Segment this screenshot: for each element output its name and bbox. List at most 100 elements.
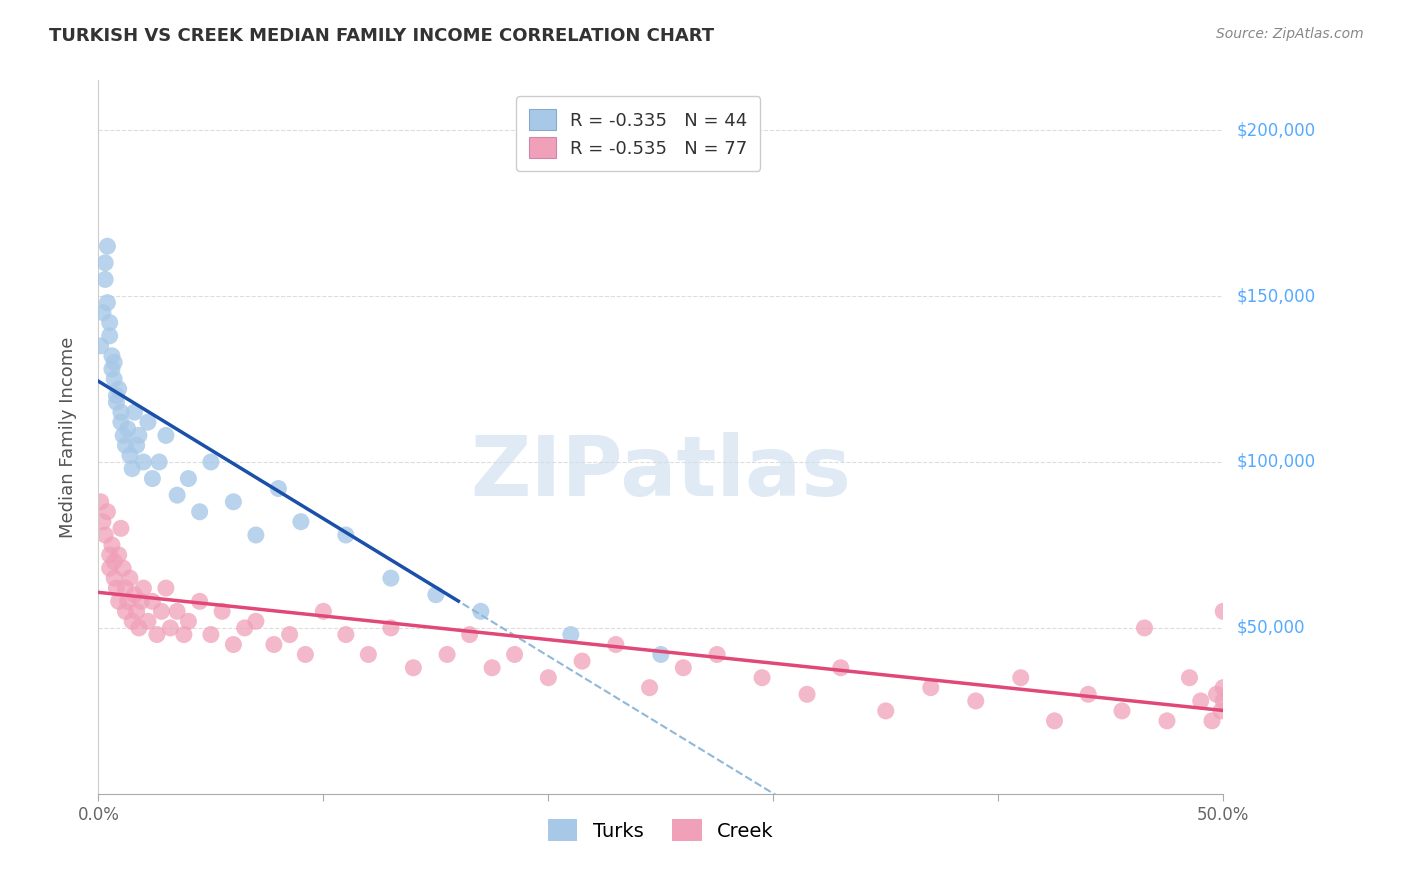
Point [96, 239, 118, 253]
Point [245, 528, 267, 542]
Point [98, 561, 121, 575]
Text: $50,000: $50,000 [1237, 619, 1306, 637]
Point [129, 594, 152, 608]
Point [118, 571, 141, 585]
Point [128, 621, 150, 635]
Point [146, 627, 169, 641]
Point [638, 681, 661, 695]
Point [211, 604, 233, 618]
Point [124, 405, 146, 419]
Point [103, 555, 125, 569]
Point [117, 594, 139, 608]
Text: ZIPatlas: ZIPatlas [471, 433, 851, 513]
Point [571, 654, 593, 668]
Point [1178, 671, 1201, 685]
Y-axis label: Median Family Income: Median Family Income [59, 336, 77, 538]
Point [177, 615, 200, 629]
Point [94, 528, 117, 542]
Point [706, 648, 728, 662]
Point [402, 661, 425, 675]
Point [605, 638, 627, 652]
Point [107, 382, 129, 396]
Point [672, 661, 695, 675]
Point [121, 461, 143, 475]
Point [105, 581, 128, 595]
Point [920, 681, 942, 695]
Point [1205, 687, 1227, 701]
Point [105, 395, 128, 409]
Point [125, 438, 148, 452]
Point [114, 604, 136, 618]
Point [101, 362, 124, 376]
Point [177, 472, 200, 486]
Point [200, 627, 222, 641]
Point [222, 495, 245, 509]
Point [159, 621, 181, 635]
Point [96, 505, 118, 519]
Point [136, 415, 159, 429]
Point [267, 482, 290, 496]
Point [1212, 604, 1234, 618]
Point [188, 505, 211, 519]
Point [150, 604, 173, 618]
Point [101, 349, 124, 363]
Point [1111, 704, 1133, 718]
Point [1077, 687, 1099, 701]
Point [290, 515, 312, 529]
Point [458, 627, 481, 641]
Point [94, 272, 117, 286]
Point [1212, 681, 1234, 695]
Point [425, 588, 447, 602]
Point [965, 694, 987, 708]
Point [90, 495, 112, 509]
Point [94, 256, 117, 270]
Point [188, 594, 211, 608]
Point [537, 671, 560, 685]
Point [98, 548, 121, 562]
Point [1156, 714, 1178, 728]
Point [380, 571, 402, 585]
Legend: Turks, Creek: Turks, Creek [540, 812, 782, 848]
Point [103, 355, 125, 369]
Point [200, 455, 222, 469]
Point [470, 604, 492, 618]
Point [245, 615, 267, 629]
Point [121, 615, 143, 629]
Point [357, 648, 380, 662]
Point [136, 615, 159, 629]
Point [110, 405, 132, 419]
Point [503, 648, 526, 662]
Point [105, 388, 128, 402]
Point [436, 648, 458, 662]
Point [650, 648, 672, 662]
Point [98, 329, 121, 343]
Point [132, 581, 155, 595]
Point [112, 428, 135, 442]
Point [1189, 694, 1212, 708]
Point [91, 515, 114, 529]
Text: TURKISH VS CREEK MEDIAN FAMILY INCOME CORRELATION CHART: TURKISH VS CREEK MEDIAN FAMILY INCOME CO… [49, 27, 714, 45]
Point [107, 548, 129, 562]
Point [141, 594, 163, 608]
Point [91, 305, 114, 319]
Point [117, 422, 139, 436]
Point [101, 538, 124, 552]
Point [166, 604, 188, 618]
Point [796, 687, 818, 701]
Point [233, 621, 256, 635]
Point [96, 295, 118, 310]
Point [1201, 714, 1223, 728]
Text: Source: ZipAtlas.com: Source: ZipAtlas.com [1216, 27, 1364, 41]
Point [114, 438, 136, 452]
Point [90, 339, 112, 353]
Point [110, 415, 132, 429]
Point [155, 428, 177, 442]
Point [222, 638, 245, 652]
Point [98, 316, 121, 330]
Point [124, 588, 146, 602]
Point [1043, 714, 1066, 728]
Point [312, 604, 335, 618]
Point [335, 528, 357, 542]
Point [1010, 671, 1032, 685]
Point [560, 627, 582, 641]
